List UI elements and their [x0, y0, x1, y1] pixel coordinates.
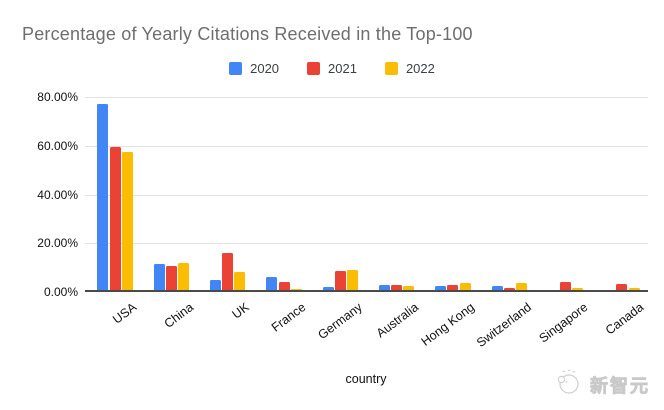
legend-item-2022: 2022 [384, 60, 435, 76]
x-tick-label-USA: USA [110, 300, 140, 327]
x-tick-label-China: China [161, 300, 196, 331]
bar-Switzerland-2022 [515, 282, 527, 290]
watermark-text: 新智元 [590, 375, 650, 396]
plot-area [85, 97, 648, 292]
bar-Australia-2022 [403, 286, 415, 290]
legend-swatch-2022 [384, 61, 398, 75]
gridline [85, 145, 648, 147]
y-tick-label: 0.00% [43, 285, 78, 299]
y-tick-label: 80.00% [37, 90, 78, 104]
x-tick-label-Switzerland: Switzerland [473, 300, 534, 351]
bar-USA-2021 [109, 146, 121, 290]
bar-Singapore-2022 [572, 288, 584, 290]
x-tick-label-Hong-Kong: Hong Kong [418, 300, 478, 349]
chart-title: Percentage of Yearly Citations Received … [22, 24, 473, 44]
bar-Germany-2021 [334, 270, 346, 290]
bar-Singapore-2021 [560, 282, 572, 290]
x-tick-label-UK: UK [229, 300, 253, 322]
legend-swatch-2021 [307, 61, 321, 75]
watermark: 新智元 [553, 367, 650, 402]
bar-Switzerland-2020 [491, 286, 503, 290]
bar-USA-2020 [97, 104, 109, 290]
bar-France-2020 [266, 277, 278, 290]
bar-China-2020 [153, 263, 165, 290]
legend-item-2021: 2021 [307, 61, 357, 76]
x-tick-label-Canada: Canada [602, 300, 647, 338]
x-tick-label-Germany: Germany [315, 300, 365, 343]
bar-Hong-Kong-2021 [447, 285, 459, 290]
bar-Australia-2021 [391, 285, 403, 290]
bar-France-2021 [278, 282, 290, 290]
bar-UK-2021 [222, 252, 234, 290]
bar-UK-2020 [210, 280, 222, 290]
bar-France-2022 [290, 288, 302, 290]
bar-Hong-Kong-2022 [459, 282, 471, 290]
legend-swatch-2020 [229, 61, 243, 75]
bar-Canada-2021 [616, 283, 628, 290]
bar-Germany-2022 [347, 269, 359, 290]
x-axis-title: country [345, 372, 387, 386]
y-tick-label: 60.00% [37, 138, 78, 153]
gridline [85, 97, 648, 98]
gridline [85, 194, 648, 196]
legend-label: 2022 [405, 60, 435, 76]
gridline [85, 243, 648, 245]
x-axis-baseline [85, 290, 648, 292]
x-tick-label-Australia: Australia [373, 300, 422, 341]
y-tick-label: 20.00% [37, 236, 78, 251]
bar-Canada-2022 [628, 287, 640, 290]
bar-China-2022 [178, 263, 190, 290]
legend-item-2020: 2020 [229, 61, 279, 76]
x-tick-label-France: France [268, 300, 309, 335]
bar-Australia-2020 [378, 285, 390, 290]
bar-Germany-2020 [322, 286, 334, 290]
bar-USA-2022 [121, 151, 133, 290]
bar-Hong-Kong-2020 [435, 286, 447, 290]
bar-Switzerland-2021 [503, 288, 515, 290]
chart-legend: 2020 2021 2022 [0, 58, 664, 78]
x-tick-label-Singapore: Singapore [536, 300, 590, 346]
bar-UK-2022 [234, 272, 246, 290]
y-tick-label: 40.00% [37, 187, 78, 202]
legend-label: 2021 [328, 60, 357, 76]
bar-China-2021 [165, 266, 177, 290]
xinzhiyuan-logo-icon [553, 367, 583, 402]
legend-label: 2020 [250, 60, 280, 76]
